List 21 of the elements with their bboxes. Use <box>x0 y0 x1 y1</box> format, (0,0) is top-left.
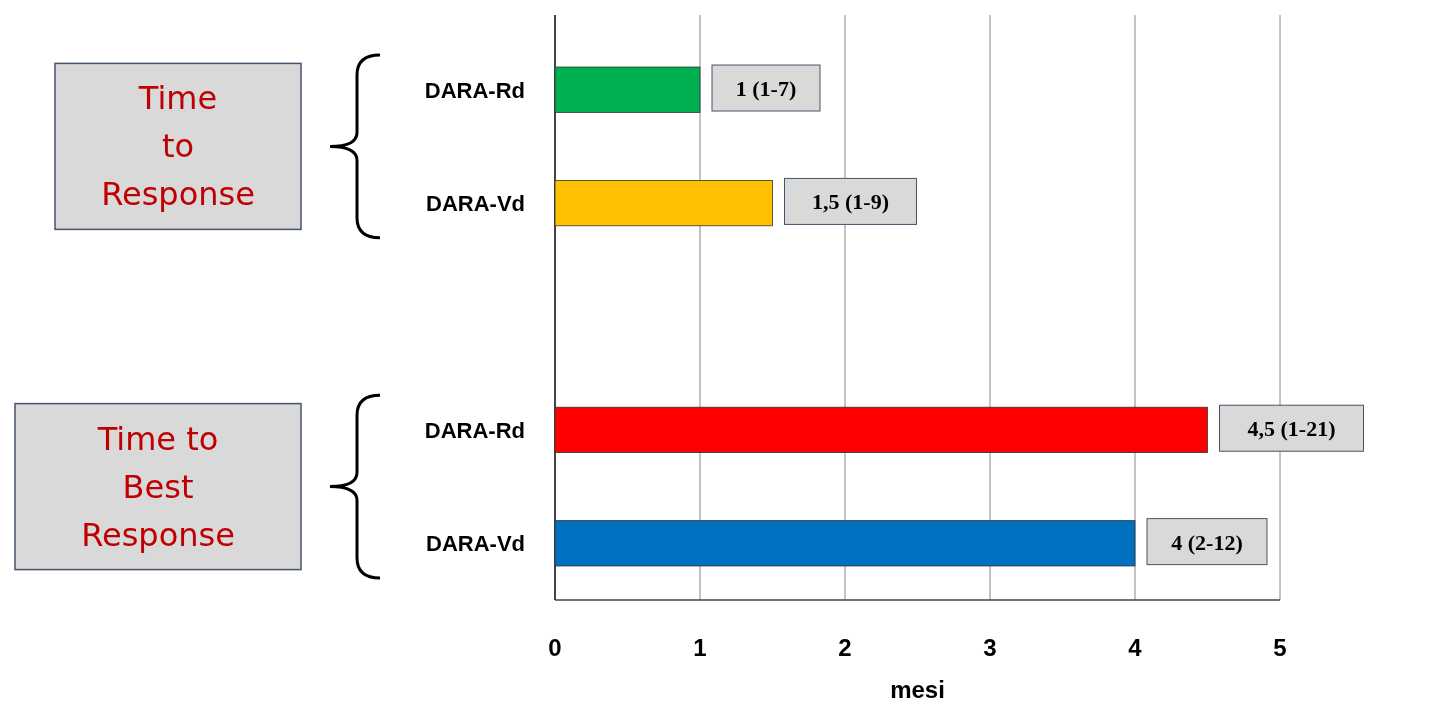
x-tick-label: 5 <box>1273 634 1287 661</box>
text: Time to Best Response <box>81 419 235 554</box>
text: Time to Response <box>101 79 255 214</box>
data-label: 1,5 (1-9) <box>812 189 889 215</box>
data-label: 4,5 (1-21) <box>1247 416 1336 442</box>
y-tick-label: DARA-Rd <box>424 77 525 103</box>
bar <box>554 406 1208 453</box>
x-axis-title: mesi <box>890 676 945 703</box>
x-tick-label: 0 <box>548 634 562 661</box>
bar <box>554 520 1136 567</box>
y-tick-label: DARA-Rd <box>424 417 525 443</box>
x-tick-label: 2 <box>838 634 852 661</box>
x-tick-label: 1 <box>693 634 707 661</box>
y-tick-label: DARA-Vd <box>426 531 525 557</box>
bar <box>554 66 701 113</box>
bar <box>554 180 773 227</box>
x-tick-label: 3 <box>983 634 997 661</box>
data-label: 1 (1-7) <box>735 76 797 102</box>
data-label: 4 (2-12) <box>1171 529 1243 555</box>
x-tick-label: 4 <box>1128 634 1143 661</box>
y-tick-label: DARA-Vd <box>426 191 525 217</box>
